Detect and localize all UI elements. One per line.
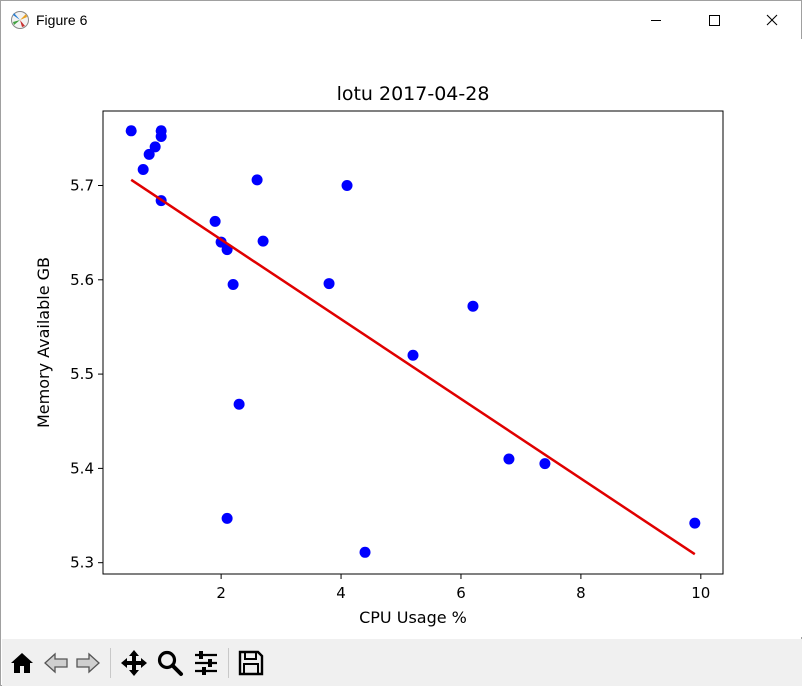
figure-canvas[interactable]: 2 4 6 8 10 5.3 5.4 5.5 5.6 5.7 lotu 2017-04-28 CP… <box>2 39 802 637</box>
sliders-icon <box>195 651 217 675</box>
window-title: Figure 6 <box>36 12 88 28</box>
data-point <box>689 517 701 529</box>
data-point <box>221 512 233 524</box>
data-point <box>407 349 419 361</box>
save-button[interactable] <box>235 647 267 679</box>
data-point <box>155 130 167 142</box>
back-button[interactable] <box>40 647 72 679</box>
y-tick-label: 5.4 <box>70 459 94 477</box>
chart-title: lotu 2017-04-28 <box>337 83 490 105</box>
x-tick-label: 10 <box>691 584 710 602</box>
maximize-icon <box>709 15 720 26</box>
minimize-icon <box>651 20 661 21</box>
x-tick-label: 6 <box>456 584 466 602</box>
configure-subplots-button[interactable] <box>190 647 222 679</box>
data-point <box>137 163 149 175</box>
data-point <box>257 235 269 247</box>
home-icon <box>11 653 33 673</box>
scatter-chart: 2 4 6 8 10 5.3 5.4 5.5 5.6 5.7 lotu 2017-04-28 CP… <box>34 83 724 627</box>
data-point <box>539 458 551 470</box>
forward-button[interactable] <box>72 647 104 679</box>
data-point <box>341 179 353 191</box>
x-tick-label: 4 <box>336 584 346 602</box>
arrow-right-icon <box>76 652 100 674</box>
x-tick-label: 2 <box>216 584 226 602</box>
data-point <box>215 236 227 248</box>
data-point <box>359 546 371 558</box>
arrow-left-icon <box>44 652 68 674</box>
pan-button[interactable] <box>118 647 150 679</box>
data-point <box>323 278 335 290</box>
data-point <box>233 398 245 410</box>
y-tick-label: 5.6 <box>70 271 94 289</box>
toolbar-separator <box>228 648 229 678</box>
trend-line <box>130 178 696 556</box>
data-point <box>227 279 239 291</box>
data-point <box>251 174 263 186</box>
data-point <box>209 215 221 227</box>
data-point <box>503 453 515 465</box>
data-point <box>467 300 479 312</box>
zoom-button[interactable] <box>154 647 186 679</box>
x-axis-label: CPU Usage % <box>359 608 467 627</box>
y-tick-label: 5.5 <box>70 365 94 383</box>
maximize-button[interactable] <box>685 1 743 39</box>
data-point <box>125 125 137 137</box>
axes-frame <box>102 110 724 575</box>
matplotlib-icon <box>10 10 30 30</box>
y-tick-label: 5.3 <box>70 554 94 572</box>
magnifier-icon <box>157 650 183 676</box>
y-axis-label: Memory Available GB <box>34 257 53 428</box>
home-button[interactable] <box>6 647 38 679</box>
data-point <box>149 141 161 153</box>
move-icon <box>121 650 147 676</box>
x-tick-label: 8 <box>576 584 586 602</box>
y-tick-label: 5.7 <box>70 176 94 194</box>
navigation-toolbar <box>2 639 802 686</box>
data-point <box>143 148 155 160</box>
minimize-button[interactable] <box>627 1 685 39</box>
title-bar[interactable]: Figure 6 <box>1 1 801 39</box>
close-button[interactable] <box>743 1 801 39</box>
floppy-disk-icon <box>238 650 264 676</box>
close-icon <box>766 14 778 26</box>
toolbar-separator <box>110 648 111 678</box>
